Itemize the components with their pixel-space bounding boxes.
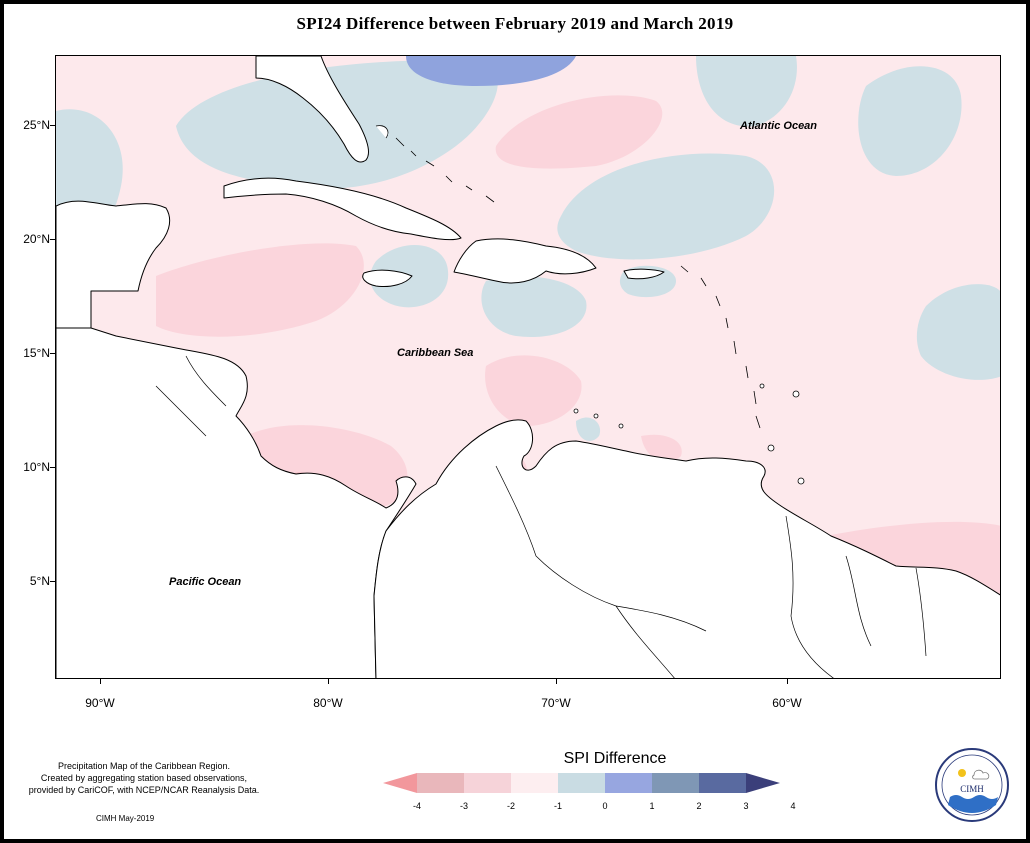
landmass-central-america <box>56 327 417 678</box>
country-borders <box>155 355 927 678</box>
lon-tick <box>787 679 788 684</box>
lon-label-80: 80°W <box>313 696 343 710</box>
pink-patch-windward <box>641 434 682 462</box>
landmass-puerto-rico <box>623 268 665 280</box>
islands-bahamas <box>375 125 495 203</box>
border-4 <box>845 555 872 647</box>
legend-tick-label: 4 <box>790 801 796 811</box>
lon-tick <box>100 679 101 684</box>
land-masses <box>56 56 1000 678</box>
blue-patch-hispaniola-south <box>481 276 587 337</box>
lat-tick <box>50 467 55 468</box>
legend-swatch <box>558 773 605 793</box>
strong-positive-areas <box>406 56 576 86</box>
landmass-hispaniola <box>453 238 597 284</box>
legend-tick-label: 1 <box>649 801 655 811</box>
landmass-cuba <box>223 177 462 241</box>
map-title: SPI24 Difference between February 2019 a… <box>296 14 734 33</box>
source-note-line: provided by CariCOF, with NCEP/NCAR Rean… <box>28 785 260 795</box>
landmass-yucatan-mexico <box>56 200 171 329</box>
lat-label-10: 10°N <box>23 460 50 474</box>
lat-tick <box>50 353 55 354</box>
legend-swatches <box>383 773 780 793</box>
lon-tick <box>556 679 557 684</box>
legend-tick-label: -3 <box>459 801 468 811</box>
lat-tick <box>50 581 55 582</box>
legend-swatch <box>511 773 558 793</box>
blue-patch-small-1 <box>576 417 601 441</box>
legend-tick-label: -1 <box>553 801 562 811</box>
island-chain <box>375 125 805 485</box>
island-5 <box>593 413 599 419</box>
border-3 <box>785 515 834 678</box>
landmass-jamaica <box>362 269 413 287</box>
legend-tick-label: 3 <box>743 801 749 811</box>
border-6 <box>185 355 227 407</box>
blue-patch-northeast <box>858 66 962 176</box>
pacific-ocean-label: Pacific Ocean <box>169 576 242 588</box>
legend-swatch-highest <box>746 773 780 793</box>
pink-patch-west-caribbean <box>156 243 364 337</box>
pink-patch-central <box>485 355 582 426</box>
lon-label-60: 60°W <box>772 696 802 710</box>
blue-patch-atlantic-top <box>696 56 797 127</box>
island-2 <box>792 390 800 398</box>
landmass-florida <box>255 56 369 163</box>
island-7 <box>767 444 775 452</box>
lat-label-25: 25°N <box>23 118 50 132</box>
legend-title: SPI Difference <box>563 750 667 767</box>
legend-tick-label: 2 <box>696 801 702 811</box>
caribbean-sea-label: Caribbean Sea <box>397 347 474 359</box>
legend-tick-label: 0 <box>602 801 608 811</box>
legend-swatch <box>652 773 699 793</box>
legend-tick-label: -2 <box>506 801 515 811</box>
credit-text: CIMH May-2019 <box>96 814 155 823</box>
legend-swatch <box>464 773 511 793</box>
border-7 <box>155 385 207 437</box>
lat-label-5: 5°N <box>29 574 50 588</box>
map-svg <box>56 56 1000 678</box>
lon-label-90: 90°W <box>85 696 115 710</box>
islands-lesser-antilles <box>680 265 761 429</box>
island-4 <box>573 408 579 414</box>
legend-tick-label: -4 <box>412 801 421 811</box>
legend-swatch <box>417 773 464 793</box>
lat-label-15: 15°N <box>23 346 50 360</box>
lat-tick <box>50 239 55 240</box>
legend-swatch-lowest <box>383 773 417 793</box>
cloud-icon <box>972 769 990 780</box>
landmass-south-america <box>373 419 1000 678</box>
source-note-line: Precipitation Map of the Caribbean Regio… <box>57 761 231 771</box>
lon-tick <box>328 679 329 684</box>
island-3 <box>797 477 805 485</box>
source-note: Precipitation Map of the Caribbean Regio… <box>4 760 284 796</box>
logo-text: CIMH <box>960 784 984 794</box>
waves-icon <box>948 795 998 813</box>
legend-swatch <box>699 773 746 793</box>
lon-label-70: 70°W <box>541 696 571 710</box>
atlantic-ocean-label: Atlantic Ocean <box>740 120 818 132</box>
map-panel: Atlantic Ocean Caribbean Sea Pacific Oce… <box>55 55 1001 679</box>
island-1 <box>759 383 765 389</box>
blue-patch-atlantic-mid <box>557 153 775 260</box>
dark-blue-patch-north <box>406 56 576 86</box>
island-6 <box>618 423 624 429</box>
cimh-logo: CIMH <box>935 748 1009 822</box>
pink-patch-atlantic <box>495 95 663 169</box>
lat-label-20: 20°N <box>23 232 50 246</box>
sun-icon <box>958 769 966 777</box>
legend-colorbar <box>383 773 780 793</box>
lat-tick <box>50 125 55 126</box>
border-1 <box>495 465 707 632</box>
border-5 <box>915 567 927 657</box>
source-note-line: Created by aggregating station based obs… <box>40 773 248 783</box>
legend-swatch <box>605 773 652 793</box>
border-2 <box>615 605 675 678</box>
blue-patch-east <box>916 284 1000 380</box>
